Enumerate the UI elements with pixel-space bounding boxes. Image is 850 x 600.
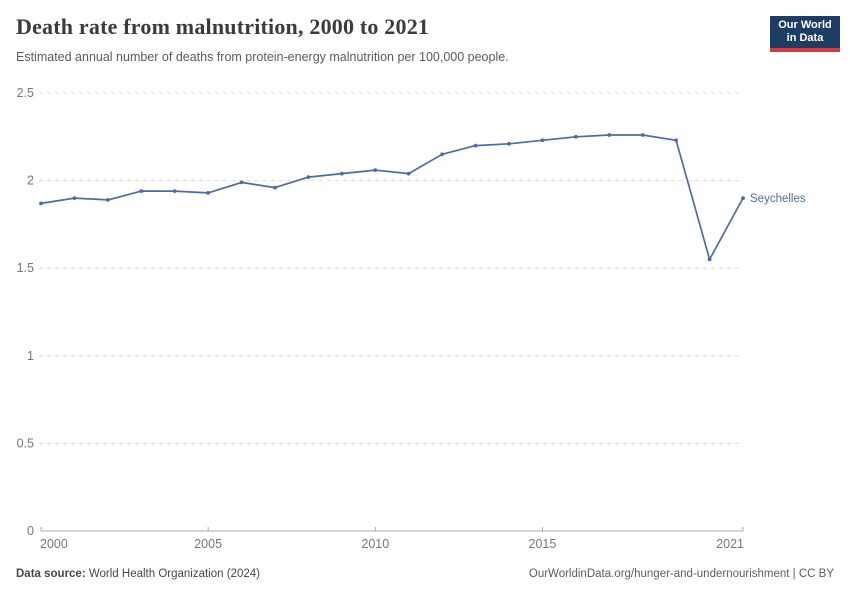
data-source-label: Data source: xyxy=(16,568,86,580)
series-line[interactable] xyxy=(40,134,744,261)
entity-label[interactable]: Seychelles xyxy=(750,193,806,205)
chart-subtitle: Estimated annual number of deaths from p… xyxy=(16,50,509,65)
x-tick-label: 2021 xyxy=(716,537,744,551)
x-tick-label: 2010 xyxy=(361,537,389,551)
y-tick-label: 1 xyxy=(27,349,34,363)
footer-link[interactable]: OurWorldinData.org/hunger-and-undernouri… xyxy=(528,568,834,580)
data-source: Data source: World Health Organization (… xyxy=(16,568,260,580)
series-seychelles[interactable]: Seychelles xyxy=(39,133,806,262)
chart-footer: Data source: World Health Organization (… xyxy=(16,568,834,580)
data-point xyxy=(440,152,444,157)
data-point xyxy=(406,171,411,176)
data-point xyxy=(72,196,77,201)
x-tick-label: 2005 xyxy=(194,537,222,551)
x-tick-label: 2000 xyxy=(40,537,68,551)
data-point xyxy=(707,257,712,262)
chart-header: Death rate from malnutrition, 2000 to 20… xyxy=(16,14,754,66)
x-tick-label: 2015 xyxy=(529,537,557,551)
y-tick-label: 0 xyxy=(27,524,34,538)
data-point xyxy=(39,201,43,206)
data-point xyxy=(473,143,478,148)
owid-logo[interactable]: Our World in Data xyxy=(770,16,840,52)
data-point xyxy=(139,189,144,194)
page-title: Death rate from malnutrition, 2000 to 20… xyxy=(16,14,430,39)
data-point xyxy=(172,189,177,194)
y-tick-label: 1.5 xyxy=(17,261,34,275)
data-point xyxy=(607,133,612,137)
data-point xyxy=(741,196,745,201)
y-tick-label: 2 xyxy=(27,174,34,188)
data-point xyxy=(239,180,244,185)
data-point xyxy=(674,138,678,143)
data-point xyxy=(340,171,344,176)
data-point xyxy=(273,185,277,190)
owid-logo-line1: Our World xyxy=(778,19,832,31)
data-point xyxy=(574,134,578,139)
data-point xyxy=(106,198,110,202)
owid-logo-line2: in Data xyxy=(786,32,824,44)
data-source-value: World Health Organization (2024) xyxy=(85,568,260,580)
data-point xyxy=(206,191,211,195)
y-tick-label: 0.5 xyxy=(17,436,34,450)
data-point xyxy=(640,133,645,137)
data-point xyxy=(373,168,378,173)
data-point xyxy=(306,175,311,180)
data-point xyxy=(540,138,545,143)
y-tick-label: 2.5 xyxy=(17,86,34,100)
data-point xyxy=(507,141,511,146)
